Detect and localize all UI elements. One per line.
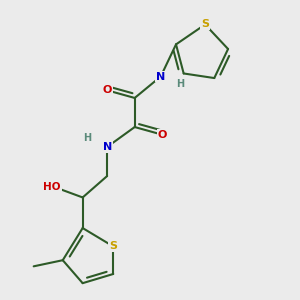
Text: H: H [176,79,185,89]
Text: S: S [201,20,209,29]
Text: O: O [103,85,112,95]
Text: S: S [109,242,117,251]
Text: N: N [156,71,165,82]
Text: HO: HO [43,182,61,192]
Text: O: O [158,130,167,140]
Text: N: N [103,142,112,152]
Text: H: H [83,133,91,143]
